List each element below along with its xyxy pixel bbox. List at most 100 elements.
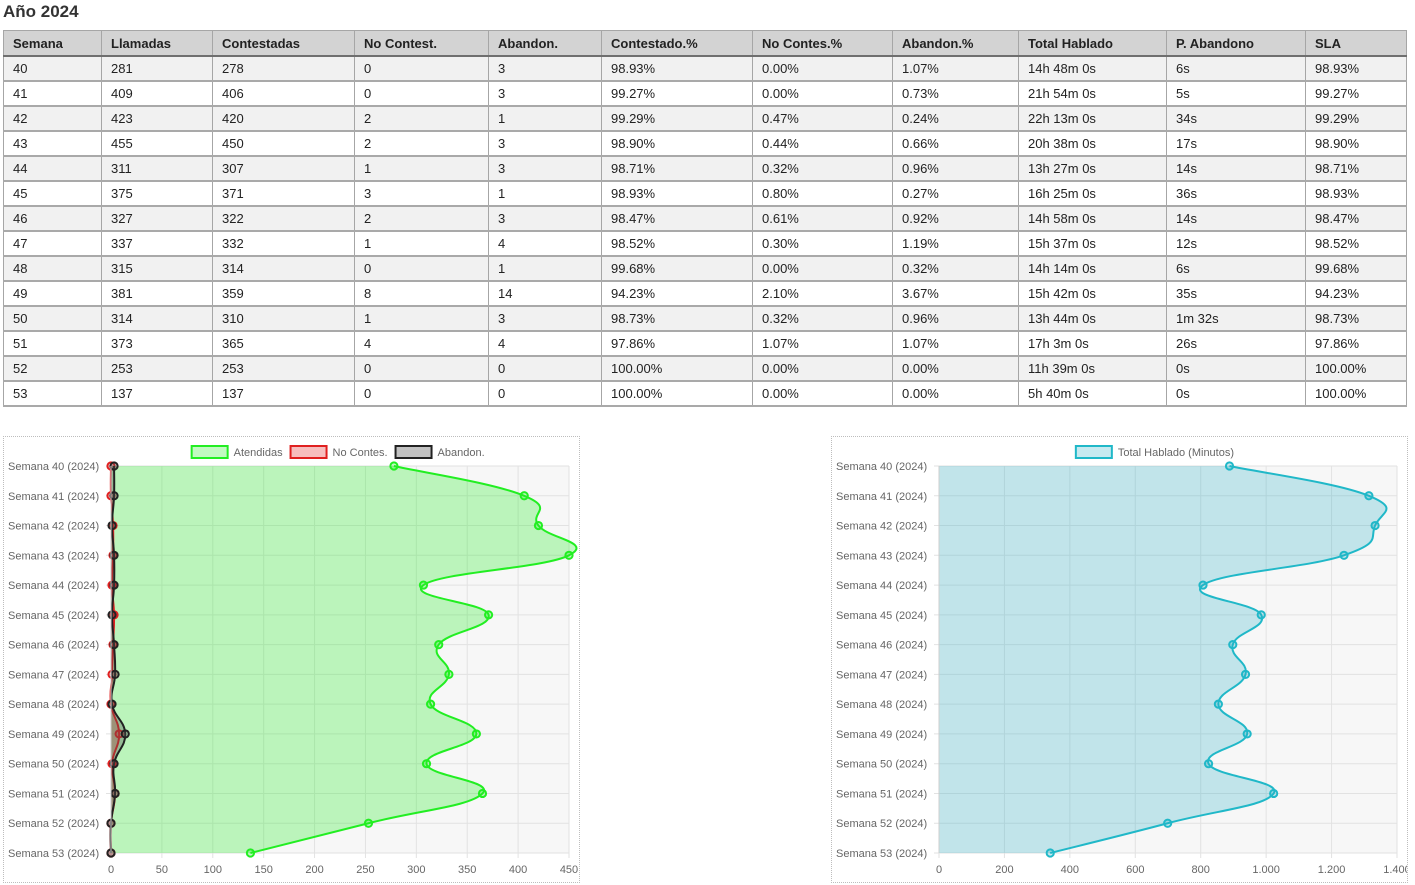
column-header: Total Hablado	[1018, 30, 1167, 57]
x-tick-label: 400	[1061, 864, 1079, 876]
data-point	[1256, 610, 1266, 620]
table-cell: 51	[3, 330, 102, 357]
table-cell: 11h 39m 0s	[1018, 355, 1167, 382]
y-tick-label: Semana 49 (2024)	[8, 729, 99, 741]
table-cell: 41	[3, 80, 102, 107]
data-point	[245, 848, 256, 858]
x-tick-label: 1.000	[1252, 864, 1280, 876]
y-tick-label: Semana 42 (2024)	[836, 521, 927, 533]
data-point	[1163, 818, 1173, 828]
table-cell: 0.96%	[892, 305, 1019, 332]
data-point	[1269, 788, 1279, 799]
table-cell: 46	[3, 205, 102, 232]
table-cell: 16h 25m 0s	[1018, 180, 1167, 207]
table-cell: 13h 27m 0s	[1018, 155, 1167, 182]
legend-label: No Contes.	[333, 447, 388, 459]
column-header: P. Abandono	[1166, 30, 1306, 57]
column-header: SLA	[1305, 30, 1407, 57]
table-cell: 0.92%	[892, 205, 1019, 232]
table-cell: 365	[212, 330, 355, 357]
table-cell: 100.00%	[601, 380, 753, 407]
data-point	[519, 491, 529, 501]
data-point	[418, 580, 429, 590]
table-cell: 98.73%	[1305, 305, 1407, 332]
plot-area	[111, 466, 569, 853]
legend-swatch	[394, 445, 433, 459]
data-point	[425, 699, 436, 709]
weekly-stats-table: Semana Llamadas Contestadas No Contest. Aban…	[3, 30, 1407, 407]
data-point	[109, 461, 119, 471]
table-cell: 0.73%	[892, 80, 1019, 107]
data-point	[109, 550, 119, 560]
y-tick-label: Semana 50 (2024)	[836, 759, 927, 771]
column-header: Semana	[3, 30, 102, 57]
table-cell: 373	[101, 330, 213, 357]
table-cell: 0s	[1166, 380, 1306, 407]
data-point	[1370, 520, 1380, 531]
data-point	[109, 759, 119, 769]
calls-chart: 0 50 100 150 200 250 300 350 400 450 Semana 40 (20…	[3, 436, 580, 883]
table-cell: 0.32%	[752, 155, 893, 182]
table-cell: 35s	[1166, 280, 1306, 307]
table-cell: 45	[3, 180, 102, 207]
data-point	[107, 610, 117, 620]
table-cell: 1.07%	[892, 330, 1019, 357]
column-header: Llamadas	[101, 30, 213, 57]
table-cell: 3	[488, 130, 602, 157]
table-cell: 5h 40m 0s	[1018, 380, 1167, 407]
table-cell: 98.90%	[601, 130, 753, 157]
table-cell: 98.71%	[601, 155, 753, 182]
y-tick-label: Semana 43 (2024)	[836, 550, 927, 562]
table-cell: 26s	[1166, 330, 1306, 357]
table-cell: 1.07%	[752, 330, 893, 357]
table-cell: 0.24%	[892, 105, 1019, 132]
table-cell: 99.29%	[1305, 105, 1407, 132]
table-cell: 5s	[1166, 80, 1306, 107]
table-cell: 332	[212, 230, 355, 257]
x-tick-label: 100	[204, 864, 222, 876]
table-cell: 0	[354, 255, 489, 282]
table-cell: 14h 14m 0s	[1018, 255, 1167, 282]
table-cell: 1.19%	[892, 230, 1019, 257]
table-cell: 310	[212, 305, 355, 332]
y-tick-label: Semana 46 (2024)	[836, 640, 927, 652]
table-cell: 14s	[1166, 205, 1306, 232]
data-point	[471, 729, 481, 739]
x-tick-label: 400	[509, 864, 527, 876]
data-point	[1203, 759, 1214, 769]
calls-chart-svg: 0 50 100 150 200 250 300 350 400 450 Semana 40 (20…	[8, 445, 578, 876]
table-cell: 0	[354, 380, 489, 407]
table-cell: 1	[488, 105, 602, 132]
table-cell: 98.93%	[601, 55, 753, 82]
table-cell: 322	[212, 205, 355, 232]
table-cell: 0.00%	[892, 355, 1019, 382]
x-tick-label: 1.200	[1318, 864, 1346, 876]
data-point	[107, 699, 117, 709]
legend-swatch	[1074, 445, 1113, 459]
table-cell: 34s	[1166, 105, 1306, 132]
data-point	[444, 669, 454, 679]
table-cell: 98.47%	[601, 205, 753, 232]
table-cell: 100.00%	[1305, 380, 1407, 407]
x-tick-label: 200	[995, 864, 1013, 876]
table-cell: 381	[101, 280, 213, 307]
talk-time-chart-svg: 0 200 400 600 800 1.000 1.200 1.400 Semana 40 (2…	[836, 445, 1407, 876]
table-cell: 3	[488, 155, 602, 182]
table-cell: 14h 48m 0s	[1018, 55, 1167, 82]
table-cell: 311	[101, 155, 213, 182]
table-cell: 17s	[1166, 130, 1306, 157]
table-cell: 98.93%	[601, 180, 753, 207]
legend-swatch	[190, 445, 229, 459]
table-cell: 53	[3, 380, 102, 407]
table-cell: 0.44%	[752, 130, 893, 157]
data-point	[1339, 550, 1349, 560]
data-point	[109, 491, 119, 501]
table-cell: 0.61%	[752, 205, 893, 232]
table-cell: 8	[354, 280, 489, 307]
table-cell: 420	[212, 105, 355, 132]
table-cell: 36s	[1166, 180, 1306, 207]
data-point	[107, 520, 117, 531]
table-cell: 2.10%	[752, 280, 893, 307]
table-cell: 17h 3m 0s	[1018, 330, 1167, 357]
table-cell: 3.67%	[892, 280, 1019, 307]
